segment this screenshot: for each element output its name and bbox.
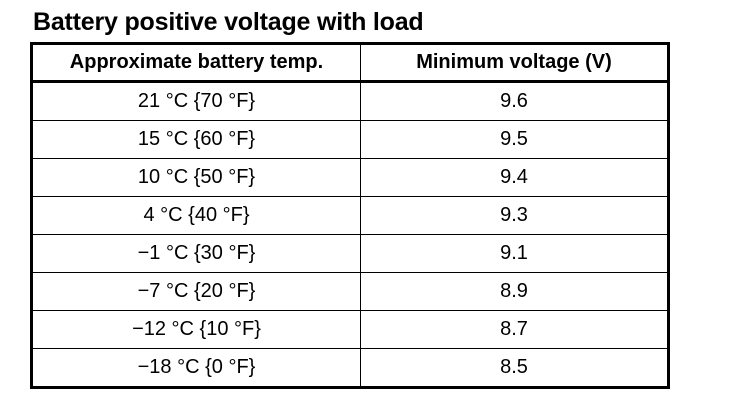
voltage-cell: 9.5 <box>360 120 669 159</box>
temp-cell: 21 °C {70 °F} <box>31 81 361 121</box>
page-title: Battery positive voltage with load <box>33 8 424 36</box>
table-row: 21 °C {70 °F} 9.6 <box>31 81 669 121</box>
voltage-cell: 9.4 <box>360 158 669 197</box>
table-row: −18 °C {0 °F} 8.5 <box>31 348 669 388</box>
temp-cell: −12 °C {10 °F} <box>31 310 361 349</box>
temp-cell: −1 °C {30 °F} <box>31 234 361 273</box>
voltage-cell: 8.7 <box>360 310 669 349</box>
voltage-cell: 9.1 <box>360 234 669 273</box>
temp-cell: 15 °C {60 °F} <box>31 120 361 159</box>
voltage-cell: 9.3 <box>360 196 669 235</box>
voltage-spec-table: Approximate battery temp. Minimum voltag… <box>30 42 670 389</box>
temp-cell: −18 °C {0 °F} <box>31 348 361 388</box>
temp-cell: 4 °C {40 °F} <box>31 196 361 235</box>
voltage-cell: 8.5 <box>360 348 669 388</box>
temp-cell: 10 °C {50 °F} <box>31 158 361 197</box>
table-row: −1 °C {30 °F} 9.1 <box>31 234 669 273</box>
table-header-row: Approximate battery temp. Minimum voltag… <box>31 43 669 83</box>
table-row: 4 °C {40 °F} 9.3 <box>31 196 669 235</box>
voltage-cell: 9.6 <box>360 81 669 121</box>
table-row: 10 °C {50 °F} 9.4 <box>31 158 669 197</box>
table-row: −12 °C {10 °F} 8.7 <box>31 310 669 349</box>
voltage-cell: 8.9 <box>360 272 669 311</box>
table-row: −7 °C {20 °F} 8.9 <box>31 272 669 311</box>
header-battery-temp: Approximate battery temp. <box>31 43 361 83</box>
table-row: 15 °C {60 °F} 9.5 <box>31 120 669 159</box>
temp-cell: −7 °C {20 °F} <box>31 272 361 311</box>
header-minimum-voltage: Minimum voltage (V) <box>360 43 669 83</box>
